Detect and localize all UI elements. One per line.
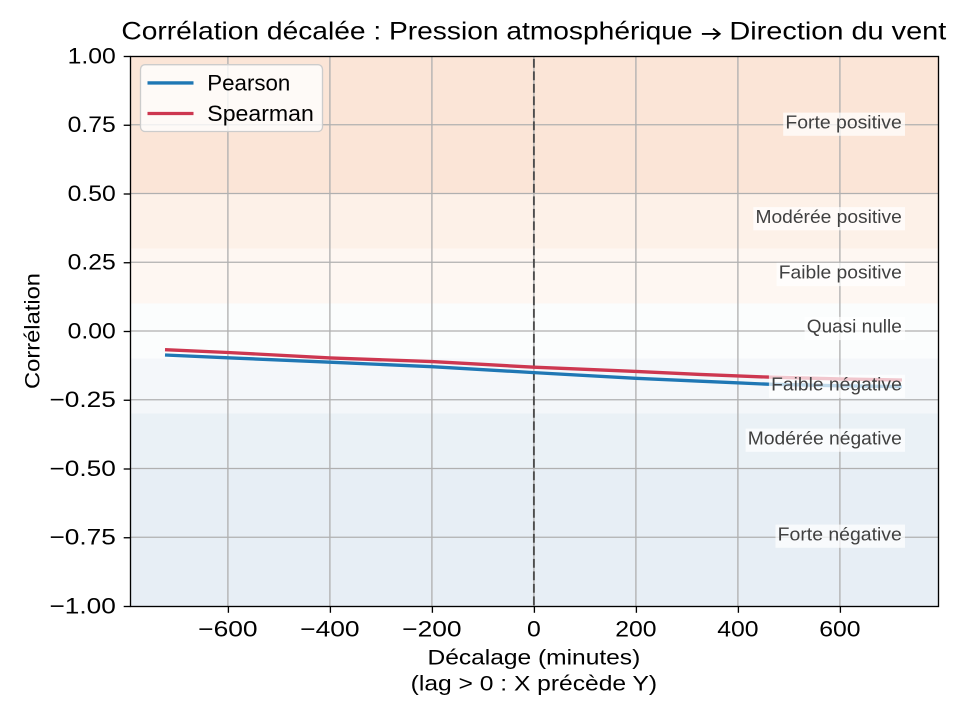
svg-text:−1.00: −1.00 [50,593,116,618]
svg-text:Modérée négative: Modérée négative [748,427,902,448]
svg-text:400: 400 [717,616,758,641]
svg-text:0.25: 0.25 [68,250,116,275]
svg-text:−600: −600 [198,616,257,641]
svg-text:Forte négative: Forte négative [778,524,902,545]
svg-text:Quasi nulle: Quasi nulle [807,316,902,337]
svg-text:0.00: 0.00 [68,318,116,343]
svg-text:(lag > 0 : X précède Y): (lag > 0 : X précède Y) [411,670,657,695]
svg-text:Faible négative: Faible négative [771,374,902,395]
svg-text:−0.50: −0.50 [50,456,116,481]
svg-text:0.75: 0.75 [68,112,116,137]
svg-text:600: 600 [819,616,860,641]
svg-text:Spearman: Spearman [207,101,313,126]
svg-text:Corrélation: Corrélation [20,273,45,389]
svg-text:Pearson: Pearson [207,71,290,96]
svg-text:200: 200 [615,616,656,641]
svg-text:Corrélation décalée : Pression: Corrélation décalée : Pression atmosphér… [121,18,692,46]
svg-text:−0.75: −0.75 [50,525,116,550]
svg-text:−400: −400 [300,616,359,641]
svg-text:Forte positive: Forte positive [785,111,901,132]
svg-text:Faible positive: Faible positive [779,262,902,283]
svg-text:0.50: 0.50 [68,181,116,206]
svg-text:Modérée positive: Modérée positive [756,206,902,227]
svg-text:Direction du vent: Direction du vent [729,18,946,46]
svg-text:−0.25: −0.25 [50,387,116,412]
svg-text:1.00: 1.00 [68,43,116,68]
svg-text:0: 0 [527,616,541,641]
svg-text:Décalage (minutes): Décalage (minutes) [428,644,641,669]
svg-text:−200: −200 [402,616,461,641]
